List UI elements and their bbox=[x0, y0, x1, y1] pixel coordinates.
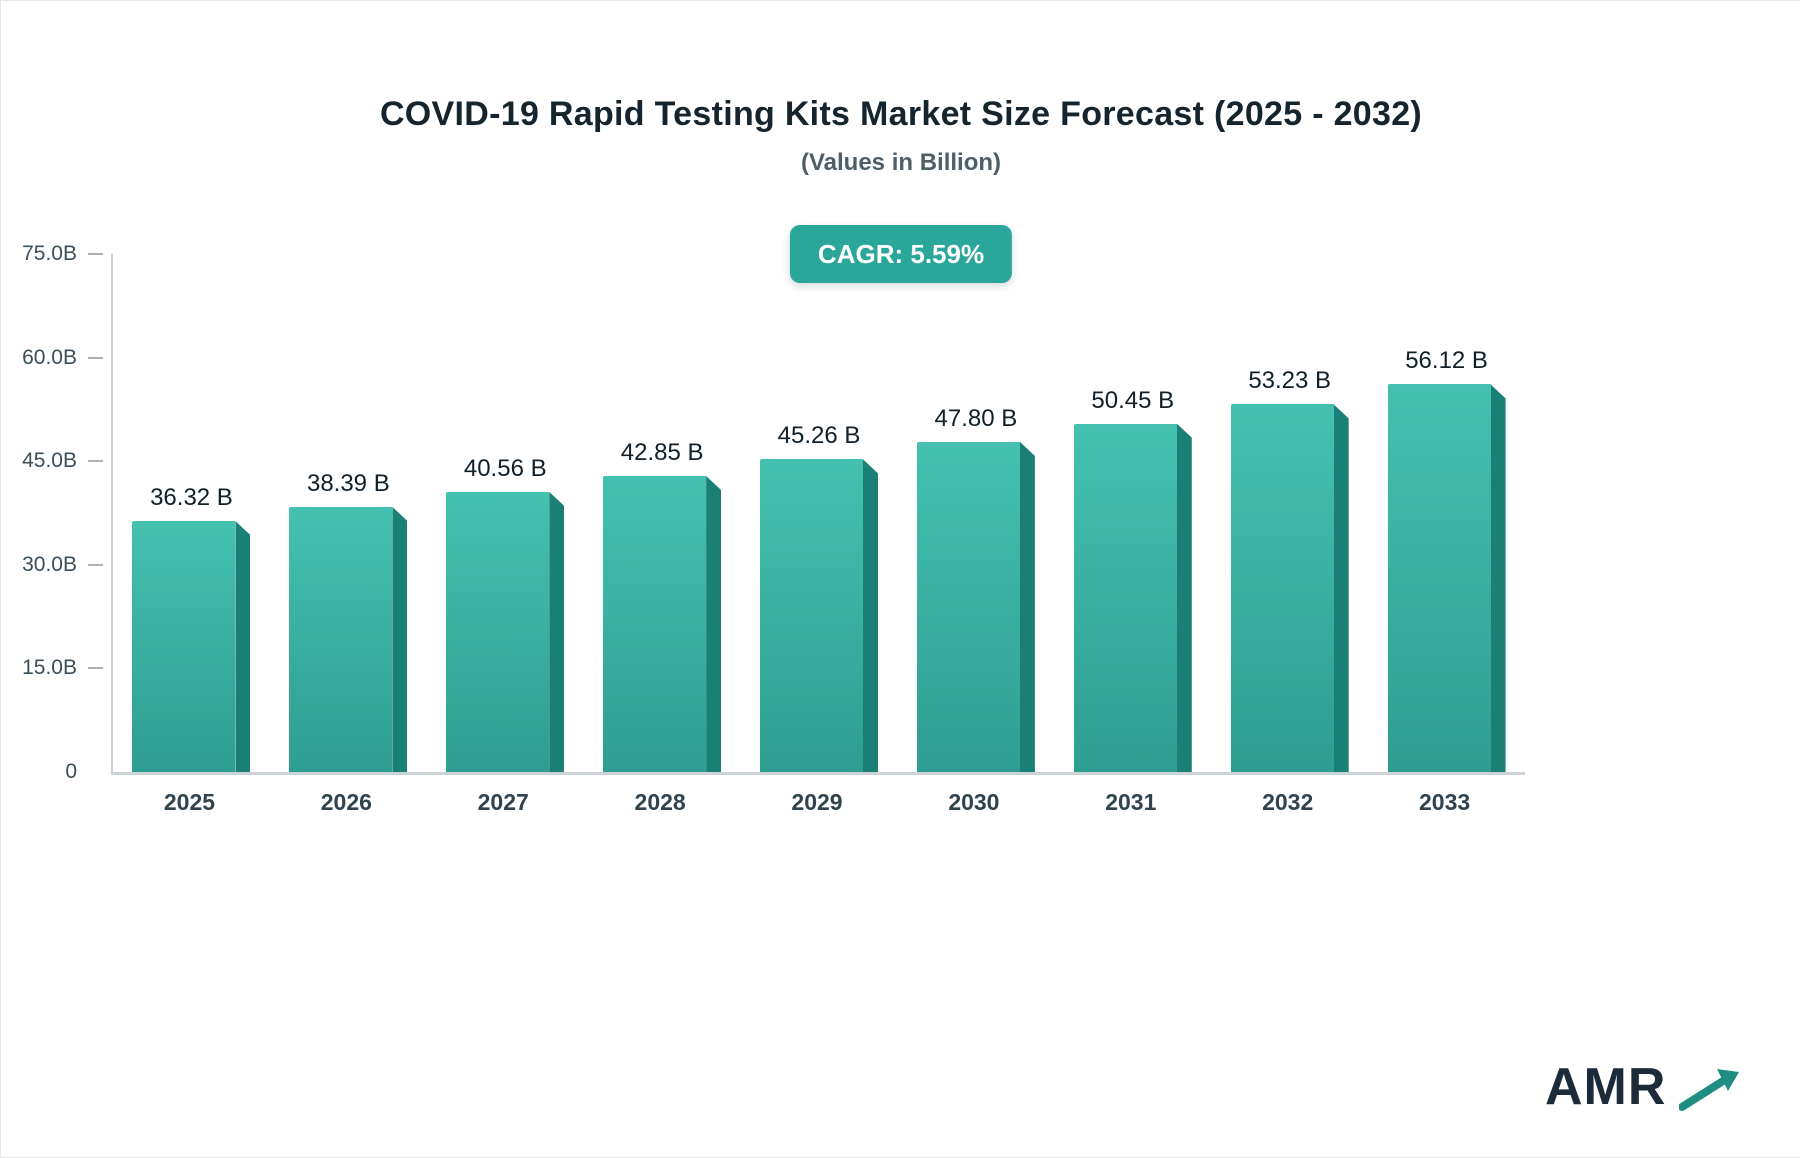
bar-group: 56.12 B bbox=[1368, 254, 1525, 772]
bar-value-label: 38.39 B bbox=[306, 469, 390, 497]
amr-logo-text: AMR bbox=[1545, 1058, 1667, 1116]
bar-2032 bbox=[1230, 404, 1349, 772]
y-tick-mark bbox=[88, 460, 103, 463]
y-tick-label: 45.0B bbox=[22, 449, 77, 473]
bar-side bbox=[706, 476, 722, 772]
bar-side bbox=[1019, 441, 1035, 772]
bar-2031 bbox=[1073, 423, 1192, 772]
bar-face bbox=[1230, 404, 1334, 772]
bar-side bbox=[1333, 404, 1349, 772]
bar-group: 42.85 B bbox=[584, 254, 741, 772]
x-axis-label: 2027 bbox=[477, 789, 529, 815]
bar-2026 bbox=[289, 506, 408, 772]
bar-face bbox=[1073, 423, 1177, 772]
chart-title: COVID-19 Rapid Testing Kits Market Size … bbox=[379, 95, 1423, 133]
bar-value-label: 40.56 B bbox=[463, 454, 547, 482]
bar-group: 38.39 B bbox=[270, 254, 427, 772]
bar-2029 bbox=[760, 459, 878, 772]
bar-2033 bbox=[1387, 384, 1506, 772]
x-axis-label: 2026 bbox=[320, 789, 372, 815]
bar-face bbox=[446, 491, 550, 772]
bar-value-label: 56.12 B bbox=[1405, 347, 1488, 375]
bar-value-label: 50.45 B bbox=[1091, 386, 1175, 414]
bar-group: 36.32 B bbox=[113, 254, 270, 772]
bar-face bbox=[916, 441, 1020, 772]
bar-face bbox=[289, 506, 393, 772]
y-tick-mark bbox=[88, 563, 103, 566]
y-tick-mark bbox=[88, 356, 103, 359]
plot-area: 36.32 B 38.39 B 40.56 B 42.85 B 45.26 B 47.80… bbox=[111, 254, 1525, 775]
bar-2025 bbox=[132, 521, 251, 772]
bar-side bbox=[549, 491, 565, 772]
bar-value-label: 42.85 B bbox=[620, 439, 704, 466]
bar-group: 47.80 B bbox=[897, 254, 1054, 772]
x-axis-label: 2029 bbox=[791, 789, 843, 815]
y-axis: 0 15.0B 30.0B 45.0B 60.0B 75.0B bbox=[1, 242, 111, 783]
y-tick-mark bbox=[88, 253, 103, 255]
bar-face bbox=[760, 459, 863, 772]
y-tick-label: 0 bbox=[65, 760, 77, 783]
amr-logo: AMR bbox=[1545, 1057, 1745, 1123]
cagr-badge: CAGR: 5.59% bbox=[789, 225, 1013, 283]
bar-2030 bbox=[916, 441, 1035, 772]
y-tick-label: 15.0B bbox=[22, 656, 77, 680]
bar-side bbox=[235, 521, 251, 772]
x-axis-label: 2030 bbox=[948, 789, 1000, 815]
bar-side bbox=[1490, 384, 1506, 772]
bar-value-label: 47.80 B bbox=[934, 404, 1018, 432]
bar-group: 53.23 B bbox=[1211, 254, 1368, 772]
amr-logo-arrow-icon bbox=[1679, 1069, 1739, 1111]
bar-side bbox=[392, 506, 408, 772]
bar-value-label: 45.26 B bbox=[777, 422, 861, 450]
bar-side bbox=[863, 459, 878, 772]
x-axis-label: 2031 bbox=[1105, 789, 1157, 815]
chart-subtitle: (Values in Billion) bbox=[800, 149, 1002, 176]
bar-group: 40.56 B bbox=[427, 254, 584, 772]
bar-group: 50.45 B bbox=[1054, 254, 1211, 772]
bar-2028 bbox=[603, 476, 722, 772]
x-axis-label: 2025 bbox=[163, 789, 216, 815]
bar-value-label: 36.32 B bbox=[150, 484, 233, 512]
y-tick-label: 75.0B bbox=[22, 242, 77, 265]
bar-value-label: 53.23 B bbox=[1248, 367, 1332, 395]
bar-face bbox=[1387, 384, 1491, 772]
bar-face bbox=[132, 521, 236, 772]
y-tick-label: 60.0B bbox=[22, 345, 77, 369]
bar-side bbox=[1176, 423, 1192, 772]
x-axis-labels: 2025 2026 2027 2028 2029 2030 2031 2032 2033 bbox=[111, 789, 1523, 816]
x-axis-label: 2033 bbox=[1418, 789, 1471, 815]
bars: 36.32 B 38.39 B 40.56 B 42.85 B 45.26 B 47.80… bbox=[113, 254, 1525, 772]
y-tick-mark bbox=[88, 667, 103, 670]
bar-2027 bbox=[446, 491, 565, 772]
bar-group: 45.26 B bbox=[741, 254, 898, 772]
y-tick-label: 30.0B bbox=[22, 552, 77, 576]
x-axis-label: 2032 bbox=[1262, 789, 1314, 815]
bar-face bbox=[603, 476, 707, 772]
x-axis-label: 2028 bbox=[634, 789, 686, 815]
